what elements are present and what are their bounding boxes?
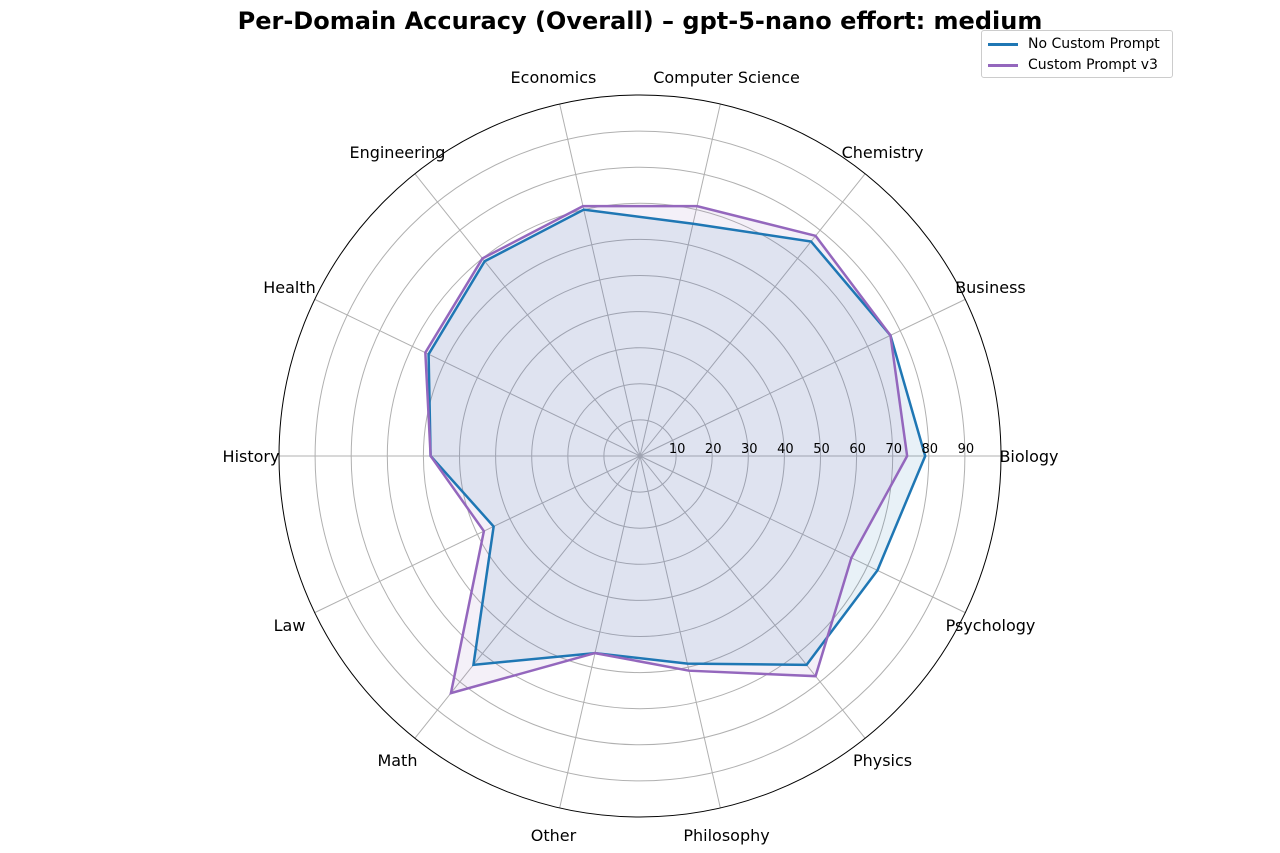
legend-swatch-series-2 [988,63,1018,67]
chart-legend: No Custom Prompt Custom Prompt v3 [981,30,1173,78]
axis-label-economics: Economics [511,68,597,87]
grid-spoke [414,173,641,457]
radial-tick-label: 10 [669,442,686,457]
radar-grid [278,94,1002,818]
series-fill-2 [425,206,908,694]
grid-spoke [314,298,641,457]
legend-label-series-2: Custom Prompt v3 [1028,57,1158,73]
grid-spoke [639,455,721,809]
radar-outer-ring [278,94,1002,818]
grid-spoke [639,298,966,457]
grid-spoke [639,455,966,614]
axis-label-psychology: Psychology [946,616,1036,635]
legend-item-series-2: Custom Prompt v3 [988,55,1158,75]
axis-label-law: Law [274,616,306,635]
grid-spoke [639,455,866,739]
grid-spoke [559,103,641,457]
axis-label-business: Business [955,278,1026,297]
axis-label-chemistry: Chemistry [842,143,924,162]
grid-spoke [314,455,641,614]
series-fill-1 [428,209,926,665]
grid-spoke [639,103,721,457]
axis-label-physics: Physics [853,751,912,770]
axis-label-math: Math [377,751,417,770]
series-line-2 [424,204,909,695]
legend-label-series-1: No Custom Prompt [1028,36,1160,52]
radial-tick-label: 60 [849,442,866,457]
grid-spoke [639,173,866,457]
radar-labels: 10 20 30 40 50 60 70 80 90 Biology Business Chemist… [223,68,1059,845]
radial-tick-label: 80 [922,442,939,457]
axis-label-history: History [223,447,280,466]
axis-label-other: Other [531,826,577,845]
axis-label-biology: Biology [999,447,1058,466]
axis-label-engineering: Engineering [349,143,445,162]
radial-tick-label: 30 [741,442,758,457]
legend-swatch-series-1 [988,42,1018,46]
axis-label-health: Health [263,278,316,297]
radial-tick-label: 90 [958,442,975,457]
radial-tick-label: 20 [705,442,722,457]
radial-tick-label: 70 [885,442,902,457]
axis-label-philosophy: Philosophy [683,826,769,845]
grid-spoke [559,455,641,809]
axis-label-computer-science: Computer Science [653,68,800,87]
legend-item-series-1: No Custom Prompt [988,34,1160,54]
radial-tick-label: 40 [777,442,794,457]
radar-series-group [424,204,927,695]
radial-tick-label: 50 [813,442,830,457]
chart-title: Per-Domain Accuracy (Overall) – gpt-5-na… [237,7,1043,35]
